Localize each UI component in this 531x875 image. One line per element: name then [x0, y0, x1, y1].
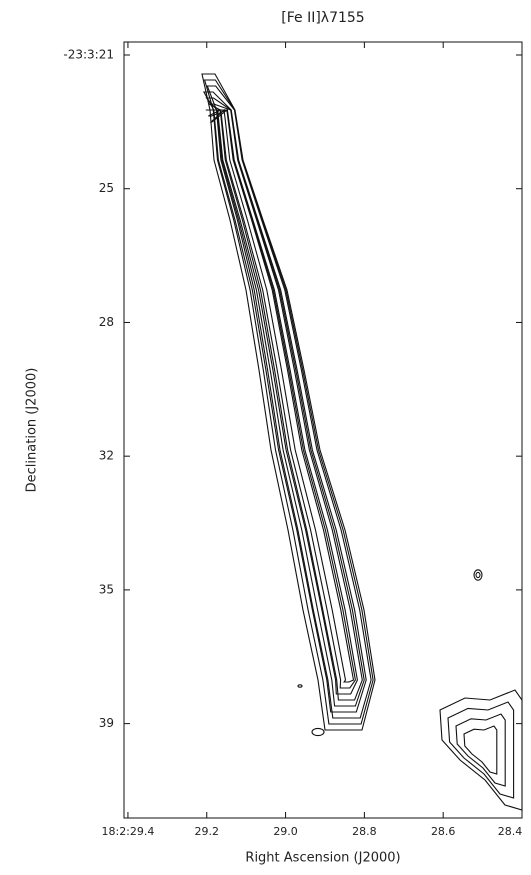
- contour: [298, 685, 302, 687]
- y-tick-label: 35: [99, 582, 114, 596]
- y-tick-label: 39: [99, 716, 114, 730]
- x-axis-label: Right Ascension (J2000): [245, 851, 400, 866]
- y-tick-label: 32: [99, 449, 114, 463]
- plot-frame: [124, 42, 522, 818]
- contour: [448, 702, 514, 798]
- contour-group: [202, 74, 522, 810]
- x-tick-label: 29.0: [273, 825, 298, 838]
- contour: [440, 690, 522, 810]
- y-tick-label: 25: [99, 181, 114, 195]
- y-tick-label: 28: [99, 315, 114, 329]
- contour: [207, 98, 365, 706]
- contour: [476, 572, 480, 577]
- contour: [456, 714, 505, 786]
- y-tick-label: -23:3:21: [63, 47, 114, 61]
- contour: [312, 728, 324, 735]
- contour: [474, 570, 482, 580]
- x-tick-label: 28.6: [431, 825, 456, 838]
- chart-title: [Fe II]λ7155: [281, 10, 364, 26]
- x-tick-label: 18:2:29.4: [101, 825, 154, 838]
- x-tick-label: 29.2: [195, 825, 220, 838]
- chart: [Fe II]λ7155 Right Ascension (J2000) Dec…: [0, 0, 531, 871]
- x-tick-label: 28.4: [498, 825, 523, 838]
- y-axis-label: Declination (J2000): [25, 368, 40, 493]
- x-tick-label: 28.8: [352, 825, 377, 838]
